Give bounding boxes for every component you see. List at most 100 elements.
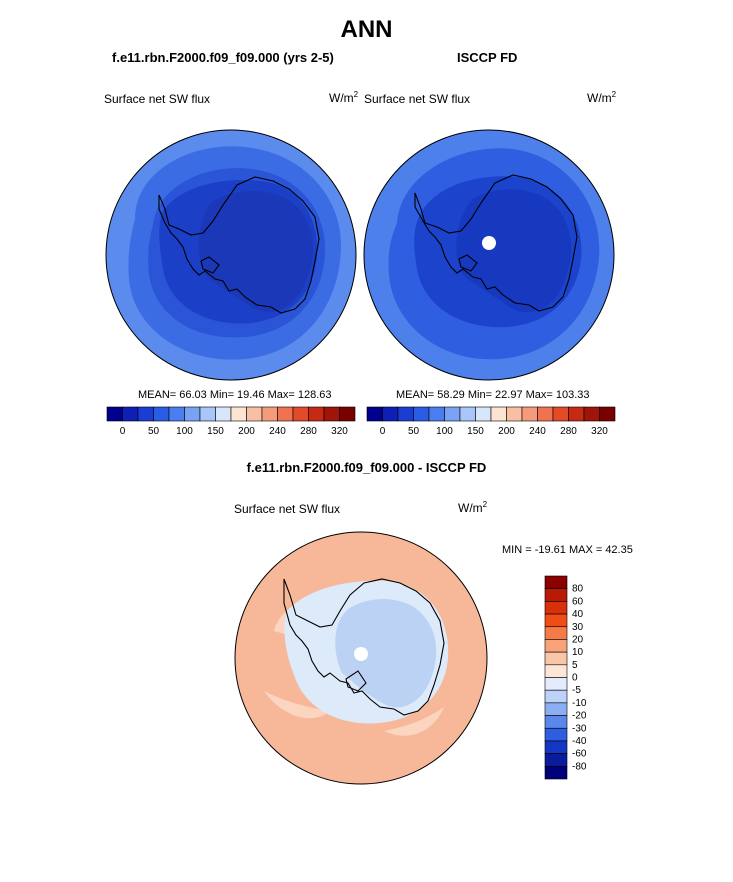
diff-colorbar-swatch bbox=[544, 753, 568, 767]
diff-colorbar-swatch bbox=[544, 651, 568, 666]
model-colorbar-tick-label: 100 bbox=[176, 426, 193, 437]
obs-colorbar-tick-label: 200 bbox=[498, 426, 515, 437]
diff-colorbar-swatch bbox=[544, 677, 568, 691]
model-colorbar-swatch bbox=[137, 406, 154, 422]
model-colorbar-swatch bbox=[339, 406, 356, 422]
model-colorbar-tick-label: 240 bbox=[269, 426, 286, 437]
diff-coastline bbox=[283, 578, 445, 716]
model-colorbar-swatch bbox=[122, 406, 139, 422]
model-colorbar-swatch bbox=[323, 406, 340, 422]
diff-colorbar-tick-label: -30 bbox=[572, 723, 587, 734]
obs-colorbar-swatch bbox=[397, 406, 414, 422]
model-colorbar-swatch bbox=[261, 406, 278, 422]
model-stats: MEAN= 66.03 Min= 19.46 Max= 128.63 bbox=[138, 389, 332, 401]
model-colorbar-swatch bbox=[153, 406, 170, 422]
diff-colorbar-swatch bbox=[544, 575, 568, 589]
obs-colorbar-swatch bbox=[428, 406, 445, 422]
model-colorbar-swatch bbox=[215, 406, 232, 422]
model-colorbar-tick-label: 50 bbox=[148, 426, 160, 437]
diff-colorbar-tick-label: 10 bbox=[572, 647, 584, 658]
obs-colorbar-swatch bbox=[366, 406, 383, 422]
diff-colorbar-tick-label: 20 bbox=[572, 634, 584, 645]
diff-colorbar-swatch bbox=[544, 689, 568, 704]
obs-polar-map bbox=[363, 129, 615, 381]
diff-polar-map bbox=[234, 531, 488, 785]
diff-map-border bbox=[234, 531, 488, 785]
model-variable-label: Surface net SW flux bbox=[104, 92, 211, 106]
obs-colorbar-swatch bbox=[490, 406, 507, 422]
obs-map-border bbox=[363, 129, 615, 381]
obs-colorbar-swatch bbox=[583, 406, 600, 422]
model-colorbar-tick-label: 280 bbox=[300, 426, 317, 437]
diff-variable-label: Surface net SW flux bbox=[234, 502, 341, 516]
model-colorbar-tick-label: 200 bbox=[238, 426, 255, 437]
diff-colorbar-swatch bbox=[544, 715, 568, 729]
model-case-title: f.e11.rbn.F2000.f09_f09.000 (yrs 2-5) bbox=[112, 50, 334, 65]
model-units-label: W/m2 bbox=[329, 90, 359, 105]
diff-colorbar-swatch bbox=[544, 740, 568, 754]
diff-colorbar-swatch bbox=[544, 601, 568, 615]
obs-variable-label: Surface net SW flux bbox=[364, 92, 471, 106]
diff-colorbar-swatch bbox=[544, 639, 568, 653]
obs-units-label: W/m2 bbox=[587, 90, 617, 105]
obs-colorbar-swatch bbox=[568, 406, 585, 422]
diff-colorbar-tick-label: 5 bbox=[572, 660, 578, 671]
model-colorbar-tick-label: 0 bbox=[120, 426, 126, 437]
obs-stats: MEAN= 58.29 Min= 22.97 Max= 103.33 bbox=[396, 389, 590, 401]
obs-colorbar-swatch bbox=[506, 406, 523, 422]
diff-colorbar-swatch bbox=[544, 613, 568, 628]
diff-title: f.e11.rbn.F2000.f09_f09.000 - ISCCP FD bbox=[246, 460, 487, 475]
obs-colorbar-tick-label: 50 bbox=[408, 426, 420, 437]
model-continent-interior bbox=[198, 190, 313, 313]
diff-colorbar-tick-label: 0 bbox=[572, 673, 578, 684]
obs-missing-data-pole bbox=[482, 236, 496, 250]
diff-minmax: MIN = -19.61 MAX = 42.35 bbox=[502, 544, 633, 556]
obs-colorbar: 0 50 100 150 200 240 280 320 bbox=[366, 406, 616, 437]
diff-colorbar-swatch bbox=[544, 588, 568, 602]
model-map-border bbox=[105, 129, 357, 381]
obs-colorbar-swatch bbox=[444, 406, 461, 422]
diff-colorbar-tick-label: 80 bbox=[572, 584, 584, 595]
model-colorbar-swatch bbox=[246, 406, 263, 422]
diff-colorbar-swatch bbox=[544, 626, 568, 640]
model-colorbar-swatch bbox=[184, 406, 201, 422]
diff-colorbar-tick-label: -20 bbox=[572, 711, 587, 722]
obs-colorbar-swatch bbox=[552, 406, 569, 422]
diff-colorbar-swatch bbox=[544, 766, 568, 780]
obs-coastline bbox=[414, 174, 578, 312]
diff-colorbar-tick-label: 30 bbox=[572, 622, 584, 633]
main-title: ANN bbox=[340, 16, 393, 43]
model-colorbar-swatch bbox=[199, 406, 216, 422]
model-colorbar-swatch bbox=[292, 406, 309, 422]
model-polar-map bbox=[105, 129, 357, 381]
model-colorbar-swatch bbox=[168, 406, 185, 422]
model-colorbar-tick-label: 150 bbox=[207, 426, 224, 437]
model-colorbar-swatch bbox=[106, 406, 123, 422]
diff-continent-interior bbox=[335, 598, 437, 708]
obs-colorbar-swatch bbox=[521, 406, 538, 422]
model-colorbar: 0 50 100 150 200 240 280 320 bbox=[106, 406, 356, 437]
model-colorbar-swatch bbox=[308, 406, 325, 422]
obs-colorbar-tick-label: 240 bbox=[529, 426, 546, 437]
diff-colorbar-tick-label: -5 bbox=[572, 685, 581, 696]
diff-colorbar-tick-label: -80 bbox=[572, 761, 587, 772]
obs-colorbar-swatch bbox=[382, 406, 399, 422]
model-colorbar-swatch bbox=[230, 406, 247, 422]
obs-colorbar-swatch bbox=[599, 406, 616, 422]
diff-colorbar-swatch bbox=[544, 727, 568, 742]
diff-colorbar-tick-label: 60 bbox=[572, 596, 584, 607]
model-colorbar-swatch bbox=[277, 406, 294, 422]
obs-colorbar-tick-label: 150 bbox=[467, 426, 484, 437]
obs-colorbar-tick-label: 280 bbox=[560, 426, 577, 437]
diff-colorbar-tick-label: 40 bbox=[572, 609, 584, 620]
diff-units-label: W/m2 bbox=[458, 500, 488, 515]
diff-colorbar-tick-label: -10 bbox=[572, 698, 587, 709]
obs-colorbar-tick-label: 100 bbox=[436, 426, 453, 437]
diff-colorbar-tick-label: -40 bbox=[572, 736, 587, 747]
obs-colorbar-swatch bbox=[413, 406, 430, 422]
diff-colorbar-tick-label: -60 bbox=[572, 749, 587, 760]
obs-case-title: ISCCP FD bbox=[457, 50, 518, 65]
obs-colorbar-tick-label: 0 bbox=[380, 426, 386, 437]
model-coastline bbox=[158, 176, 320, 314]
